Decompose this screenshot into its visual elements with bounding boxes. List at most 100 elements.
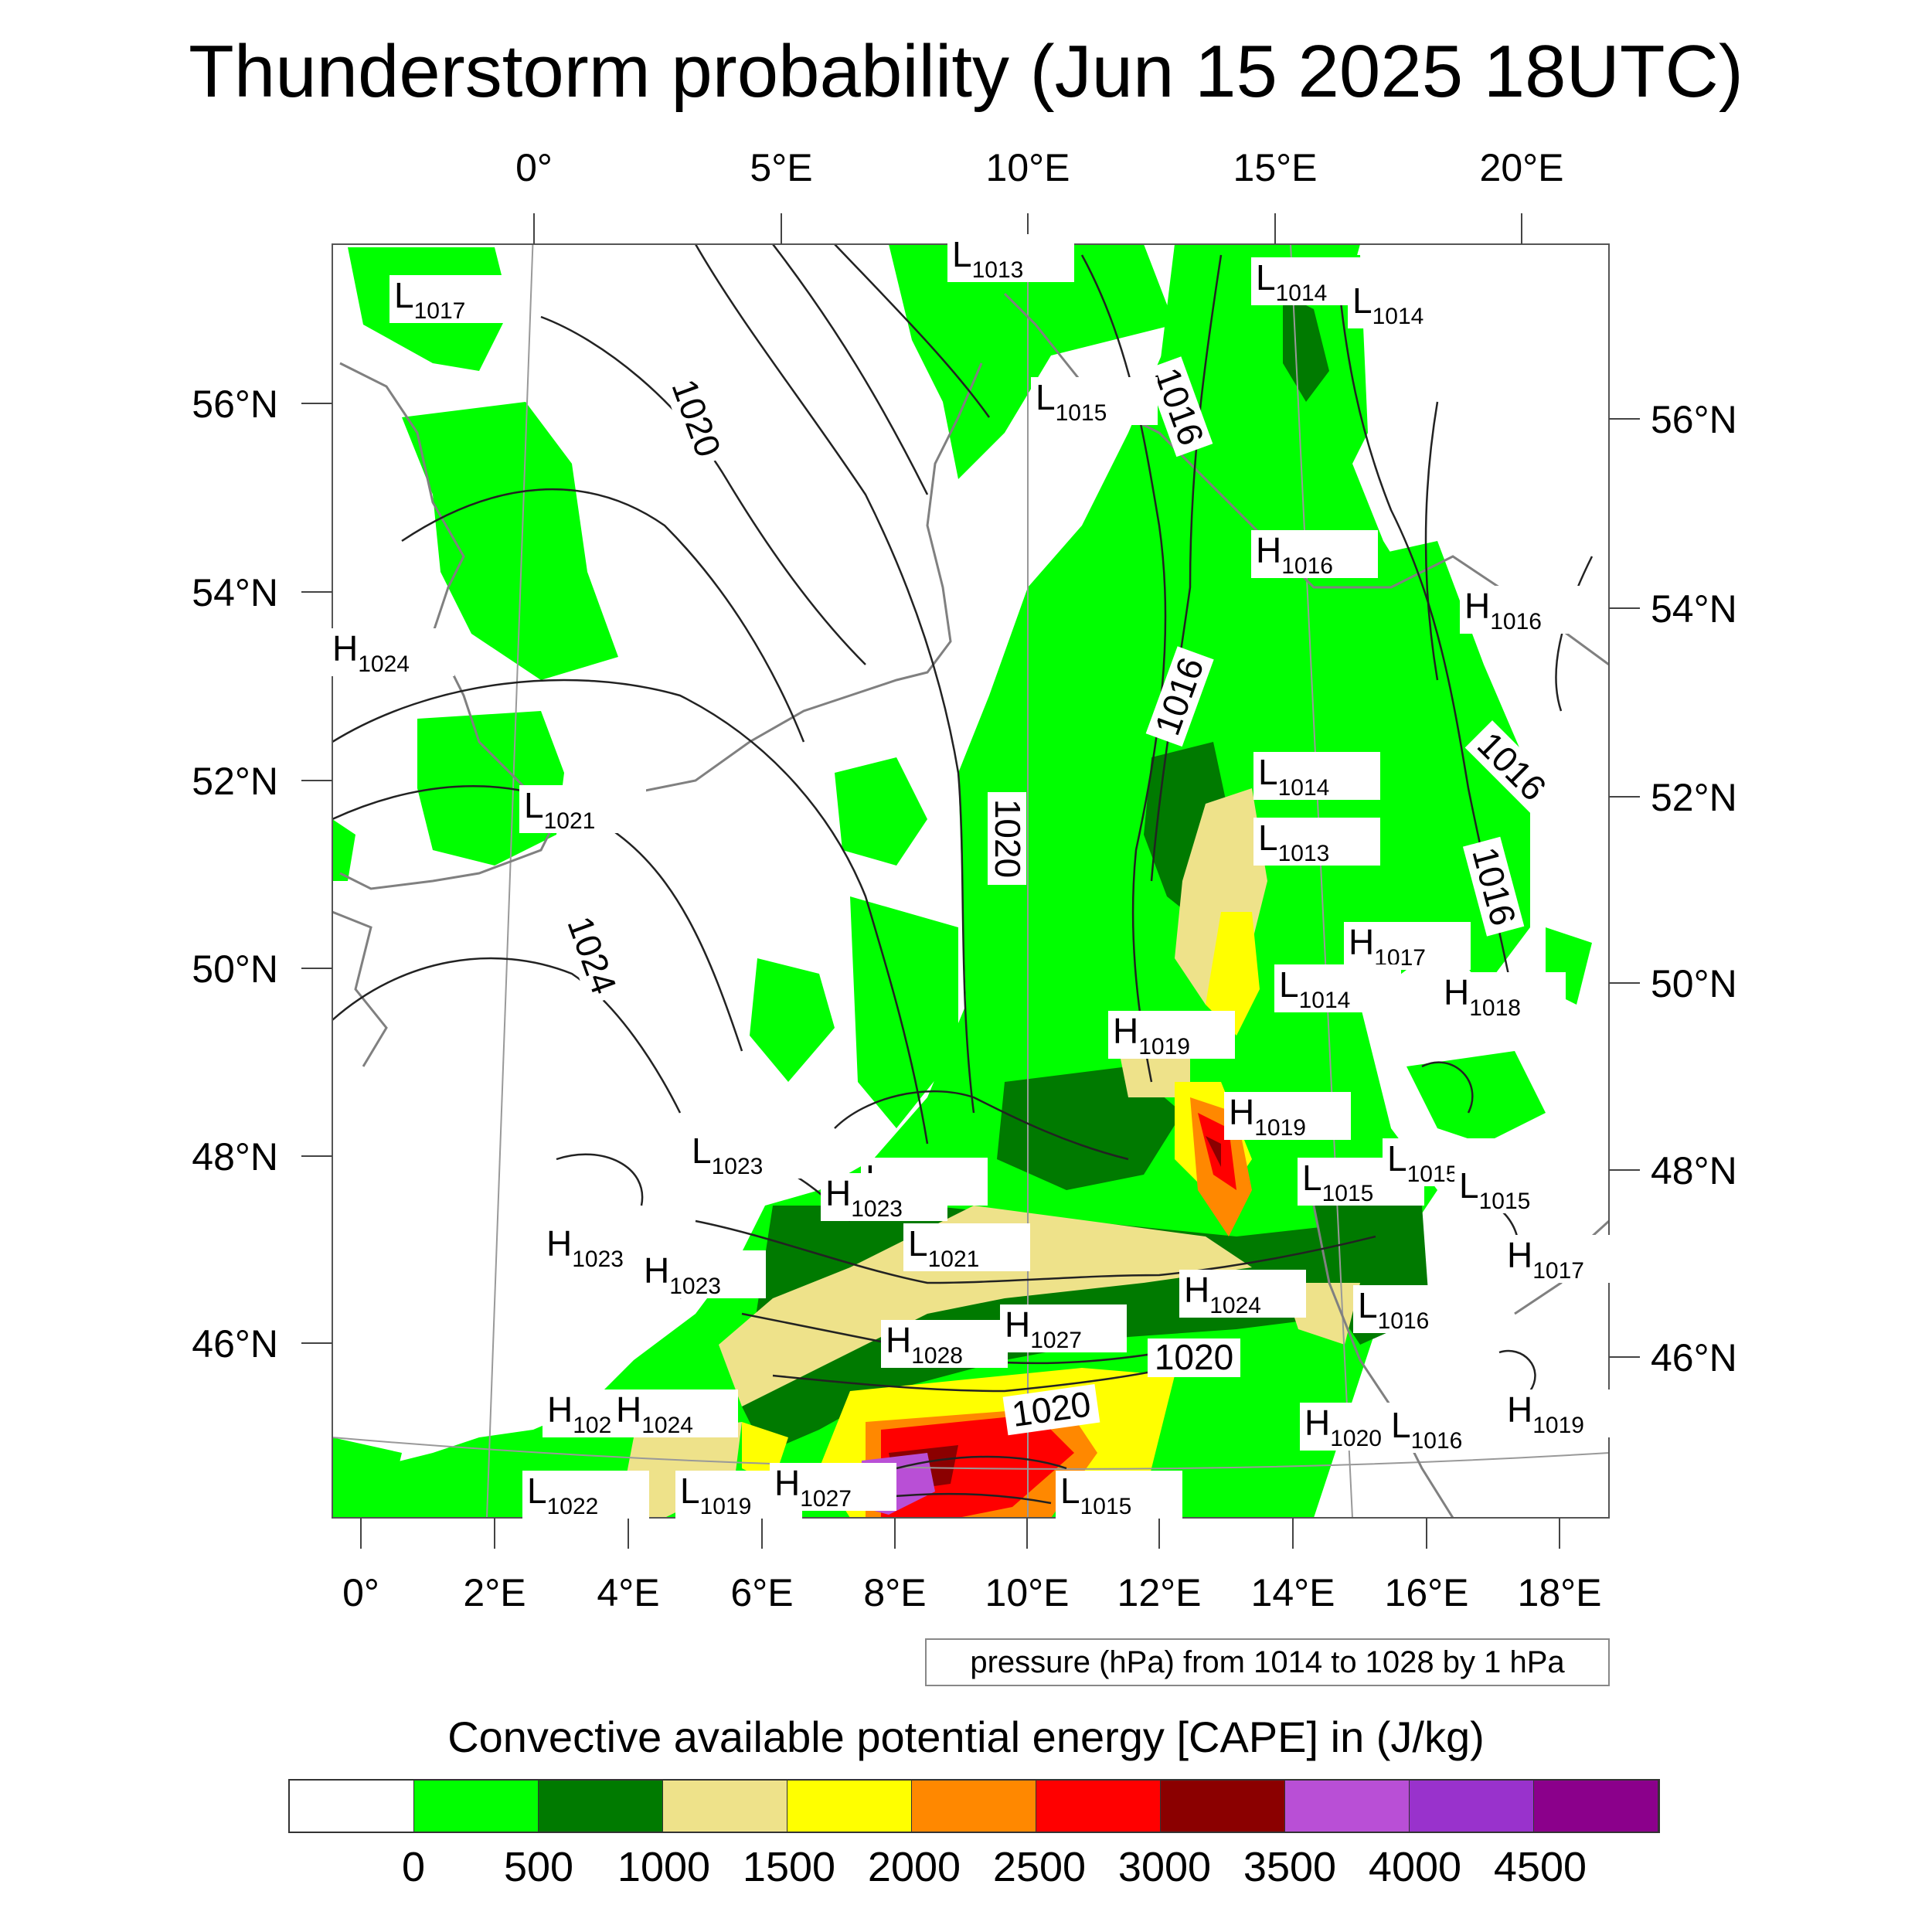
low-pressure-center: L1021	[519, 785, 646, 834]
low-pressure-center: L1021	[903, 1223, 1030, 1272]
low-pressure-center: L1013	[1253, 818, 1380, 866]
high-pressure-center: H1024	[1179, 1270, 1306, 1318]
top-lon-label: 15°E	[1233, 146, 1318, 189]
pressure-center-label: L1022	[527, 1471, 598, 1519]
low-pressure-center: L1014	[1274, 964, 1401, 1013]
right-lat-labels: 56°N 54°N 52°N 50°N 48°N 46°N	[1651, 398, 1737, 1379]
bottom-lon-label: 18°E	[1518, 1571, 1602, 1614]
high-pressure-center: H1027	[770, 1463, 896, 1512]
low-pressure-center: L1022	[522, 1471, 649, 1519]
colorbar-tick-label: 2500	[992, 1844, 1087, 1890]
colorbar-swatch	[912, 1781, 1036, 1832]
low-pressure-center: L1013	[947, 234, 1074, 283]
pressure-center-label: H1023	[644, 1250, 721, 1299]
top-lon-label: 5°E	[750, 146, 812, 189]
isobar-label: 1020	[664, 374, 729, 462]
pressure-center-label: L1015	[1459, 1165, 1530, 1214]
top-lon-label: 0°	[515, 146, 553, 189]
pressure-center-label: H1016	[1464, 586, 1542, 634]
pressure-center-label: L1014	[1256, 257, 1327, 306]
right-lat-label: 52°N	[1651, 776, 1737, 819]
low-pressure-center: L1016	[1353, 1285, 1480, 1334]
colorbar-tick-label: 3000	[1117, 1844, 1212, 1890]
high-pressure-center: H1016	[1460, 586, 1587, 634]
colorbar-swatch	[414, 1781, 539, 1832]
high-pressure-center: H1024	[328, 628, 454, 677]
low-pressure-center: L1016	[1386, 1405, 1513, 1454]
right-lat-label: 46°N	[1651, 1336, 1737, 1379]
pressure-center-label: L1016	[1358, 1285, 1429, 1334]
top-lon-label: 10°E	[986, 146, 1070, 189]
pressure-center-label: L1013	[952, 234, 1023, 283]
pressure-center-label: L1014	[1258, 752, 1329, 801]
bottom-lon-label: 8°E	[863, 1571, 926, 1614]
left-lat-label: 52°N	[192, 760, 278, 803]
pressure-center-label: H1024	[332, 628, 410, 677]
left-lat-label: 56°N	[192, 383, 278, 426]
pressure-center-label: L1014	[1352, 281, 1423, 329]
colorbar-swatch	[1534, 1781, 1658, 1832]
high-pressure-center: H1017	[1502, 1235, 1629, 1284]
high-pressure-center: H1016	[1251, 530, 1378, 579]
pressure-center-label: H1019	[1229, 1092, 1306, 1141]
high-pressure-center: H1019	[1502, 1389, 1629, 1438]
right-ticks	[1609, 418, 1640, 1358]
bottom-lon-labels: 0° 2°E 4°E 6°E 8°E 10°E 12°E 14°E 16°E 1…	[342, 1571, 1601, 1614]
bottom-lon-label: 4°E	[597, 1571, 659, 1614]
high-pressure-center: H1024	[611, 1389, 738, 1438]
right-lat-label: 48°N	[1651, 1149, 1737, 1192]
pressure-center-label: H102	[547, 1389, 611, 1438]
colorbar-swatch	[1410, 1781, 1534, 1832]
colorbar-title: Convective available potential energy [C…	[447, 1713, 1485, 1761]
pressure-center-label: L1013	[1258, 818, 1329, 866]
pressure-center-label: L1015	[1387, 1138, 1458, 1187]
colorbar-tick-label: 2000	[867, 1844, 961, 1890]
colorbar-tick-label: 500	[503, 1844, 574, 1890]
low-pressure-center: L1014	[1253, 752, 1380, 801]
colorbar-swatch	[1285, 1781, 1410, 1832]
top-lon-labels: 0° 5°E 10°E 15°E 20°E	[515, 146, 1563, 189]
colorbar-swatch	[1036, 1781, 1161, 1832]
pressure-center-label: H1023	[546, 1223, 624, 1272]
colorbar-tick-label: 4000	[1368, 1844, 1462, 1890]
pressure-center-label: L1015	[1302, 1158, 1373, 1206]
high-pressure-center: H1023	[821, 1173, 947, 1222]
low-pressure-center: L1015	[1031, 377, 1158, 426]
pressure-center-label: H1024	[1184, 1270, 1261, 1318]
bottom-lon-label: 6°E	[730, 1571, 793, 1614]
low-pressure-center: L1017	[389, 275, 516, 324]
isobar-label: 1020	[988, 799, 1028, 878]
colorbar-tick-label: 3500	[1243, 1844, 1337, 1890]
right-lat-label: 56°N	[1651, 398, 1737, 441]
pressure-center-label: H1019	[1507, 1389, 1584, 1438]
high-pressure-center: H1027	[1000, 1304, 1127, 1353]
pressure-center-label: H1018	[1444, 972, 1521, 1021]
bottom-lon-label: 2°E	[463, 1571, 526, 1614]
bottom-lon-label: 12°E	[1117, 1571, 1202, 1614]
pressure-center-label: H1024	[616, 1389, 693, 1438]
colorbar-swatch	[787, 1781, 912, 1832]
pressure-center-label: H1028	[886, 1320, 963, 1369]
colorbar-tick-label: 1000	[617, 1844, 711, 1890]
left-lat-label: 48°N	[192, 1135, 278, 1179]
isobar-labels: 1020 1016 1016 1020 1024 1016 1016 1020 …	[557, 356, 1558, 1436]
low-pressure-center: L1015	[1454, 1165, 1581, 1214]
pressure-center-label: H1019	[1113, 1011, 1190, 1060]
bottom-ticks	[360, 1518, 1560, 1549]
low-pressure-center: L1014	[1348, 281, 1475, 329]
pressure-center-label: L1014	[1279, 964, 1350, 1013]
bottom-lon-label: 10°E	[985, 1571, 1070, 1614]
left-lat-labels: 56°N 54°N 52°N 50°N 48°N 46°N	[192, 383, 278, 1366]
pressure-center-label: H1027	[774, 1463, 852, 1512]
pressure-center-label: L1017	[394, 275, 465, 324]
pressure-center-label: L1016	[1391, 1405, 1462, 1454]
pressure-center-label: L1023	[692, 1131, 763, 1179]
pressure-center-label: L1021	[524, 785, 595, 834]
colorbar-swatch	[1161, 1781, 1285, 1832]
top-lon-label: 20°E	[1480, 146, 1564, 189]
colorbar-swatch	[539, 1781, 663, 1832]
left-lat-label: 50°N	[192, 947, 278, 991]
colorbar-tick-label: 0	[401, 1844, 426, 1890]
isobar-label: 1024	[560, 911, 624, 999]
